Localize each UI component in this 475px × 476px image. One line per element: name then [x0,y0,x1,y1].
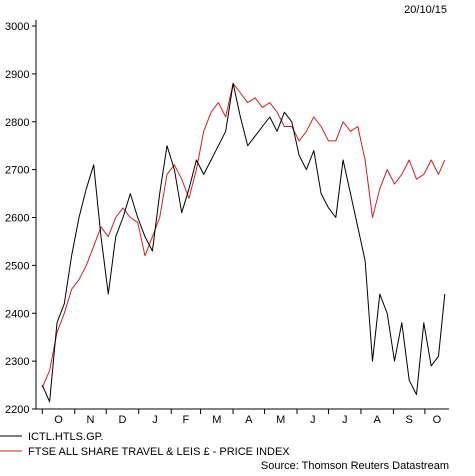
series-line-1 [41,82,446,403]
x-tick-label: D [119,414,127,426]
x-tick-label: S [405,414,412,426]
y-tick-label: 2700 [5,165,29,177]
x-tick-label: J [152,414,158,426]
x-tick-label: M [276,414,285,426]
x-tick-label: J [342,414,348,426]
x-tick-label: A [245,414,253,426]
y-tick-label: 2200 [5,404,29,416]
y-tick-label: 2300 [5,356,29,368]
chart-date: 20/10/15 [404,4,447,16]
x-tick-label: O [433,414,442,426]
y-tick-label: 2400 [5,308,29,320]
x-tick-label: F [183,414,190,426]
x-tick-label: M [212,414,221,426]
x-tick-label: N [87,414,95,426]
x-tick-label: A [374,414,382,426]
y-tick-label: 2500 [5,260,29,272]
legend-label-series-2: FTSE ALL SHARE TRAVEL & LEIS £ - PRICE I… [28,446,290,458]
legend: ICTL.HTLS.GP. FTSE ALL SHARE TRAVEL & LE… [0,431,290,458]
x-tick-label: J [310,414,316,426]
y-tick-label: 2900 [5,69,29,81]
y-axis: 2200 2300 2400 2500 2600 2700 2800 2900 3000 [5,20,37,416]
y-tick-label: 3000 [5,21,29,33]
chart-source: Source: Thomson Reuters Datastream [261,460,449,472]
series-line-2 [41,82,446,388]
y-tick-label: 2600 [5,213,29,225]
x-tick-label: O [54,414,63,426]
plot-lines [41,82,446,403]
legend-label-series-1: ICTL.HTLS.GP. [28,431,104,443]
y-tick-label: 2800 [5,117,29,129]
